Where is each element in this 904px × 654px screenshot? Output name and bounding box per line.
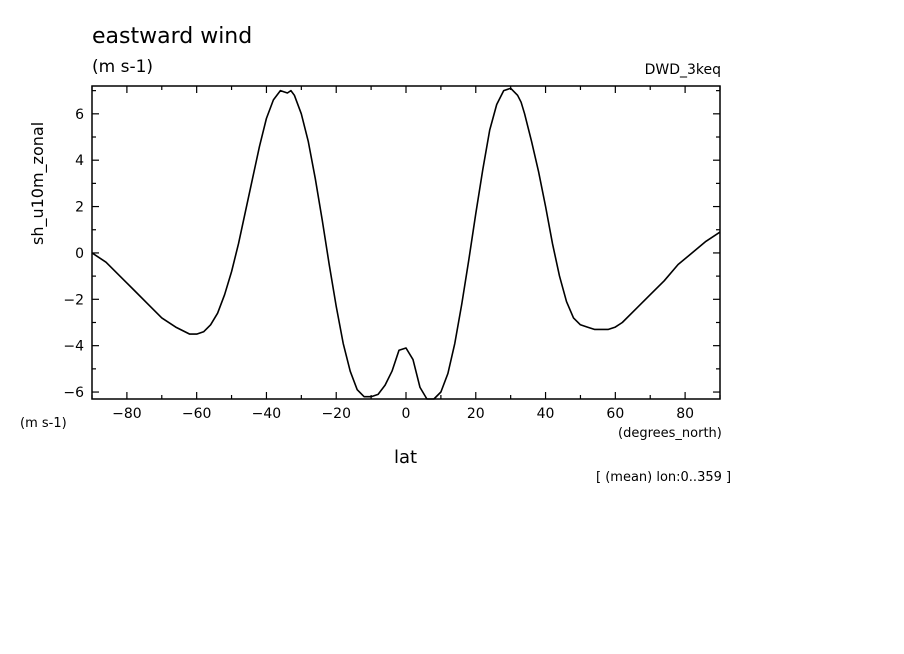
y-tick-label: −4 xyxy=(63,339,84,355)
x-axis-units: (degrees_north) xyxy=(618,426,722,441)
x-tick-label: −60 xyxy=(182,406,212,422)
x-tick-label: −20 xyxy=(321,406,351,422)
x-tick-label: 0 xyxy=(402,406,411,422)
y-axis-units: (m s-1) xyxy=(20,416,67,431)
x-tick-label: −80 xyxy=(112,406,142,422)
title-units: (m s-1) xyxy=(92,57,154,77)
y-tick-label: 6 xyxy=(75,107,84,123)
dataset-label: DWD_3keq xyxy=(644,62,721,78)
series-line xyxy=(91,87,721,400)
x-axis-label: lat xyxy=(394,447,418,468)
x-tick-label: −40 xyxy=(252,406,282,422)
y-tick-label: −6 xyxy=(63,385,84,401)
footnote: [ (mean) lon:0..359 ] xyxy=(596,470,732,485)
x-tick-label: 80 xyxy=(676,406,694,422)
y-tick-label: 2 xyxy=(75,200,84,216)
chart-title: eastward wind xyxy=(92,24,253,49)
tick-marks xyxy=(91,86,721,399)
x-tick-label: 60 xyxy=(606,406,624,422)
y-tick-label: 4 xyxy=(75,153,84,169)
x-tick-label: 20 xyxy=(467,406,485,422)
x-tick-label: 40 xyxy=(537,406,555,422)
y-tick-label: −2 xyxy=(63,292,84,308)
y-tick-label: 0 xyxy=(75,246,84,262)
plot-frame xyxy=(91,85,721,400)
